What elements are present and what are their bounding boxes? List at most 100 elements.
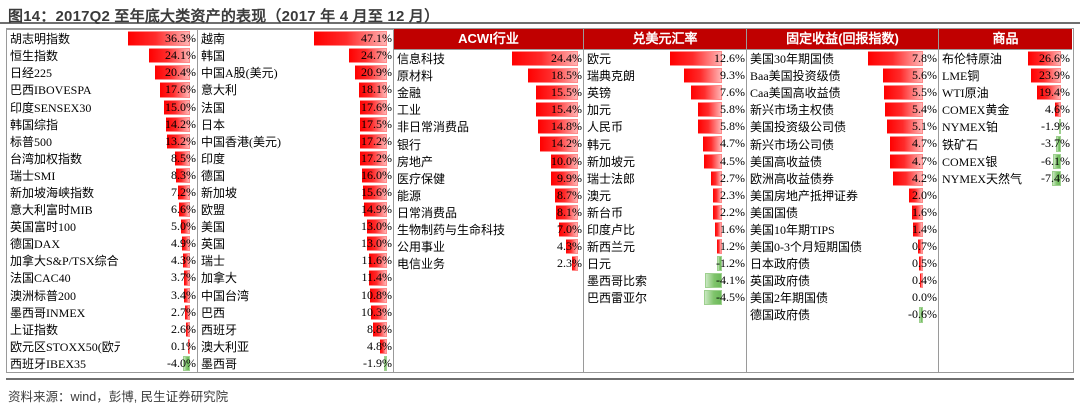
positive-bar bbox=[181, 236, 190, 252]
table-row: 英镑 7.6% bbox=[584, 84, 746, 101]
column-header: MSCI权益 bbox=[198, 29, 393, 31]
value-label: 18.1% bbox=[361, 82, 392, 97]
asset-name: 原材料 bbox=[397, 69, 434, 84]
positive-bar bbox=[1031, 68, 1061, 84]
column-rows: 信息科技 24.4% 原材料 18.5% 金融 15.5% 工业 15.4% 非日常消费品 14.… bbox=[394, 50, 583, 372]
asset-name: 巴西 bbox=[201, 305, 226, 320]
asset-name: 公用事业 bbox=[397, 240, 446, 255]
negative-bar bbox=[703, 290, 722, 306]
bar-zone: 17.2% bbox=[308, 150, 393, 167]
asset-name: 英国 bbox=[201, 237, 226, 252]
table-row: 日本 17.5% bbox=[198, 116, 393, 133]
table-row: 欧盟 14.9% bbox=[198, 201, 393, 218]
bar-zone: 13.0% bbox=[308, 235, 393, 252]
bar-zone: 1.6% bbox=[662, 221, 746, 238]
asset-name: 美国房地产抵押证券 bbox=[750, 188, 859, 203]
table-row: 韩国综指 14.2% bbox=[7, 116, 197, 133]
asset-name: 中国台湾 bbox=[201, 288, 250, 303]
asset-name: 加元 bbox=[587, 103, 612, 118]
bar-zone: 4.3% bbox=[507, 238, 583, 255]
bar-zone: 2.2% bbox=[662, 204, 746, 221]
value-label: -7.4% bbox=[1041, 170, 1070, 185]
bar-zone: 4.8% bbox=[308, 338, 393, 355]
table-row: 中国台湾 10.8% bbox=[198, 287, 393, 304]
asset-name: 新加坡元 bbox=[587, 154, 636, 169]
table-row: 墨西哥 -1.9% bbox=[198, 355, 393, 372]
table-row: 中国A股(美元) 20.9% bbox=[198, 64, 393, 81]
bar-zone: 17.6% bbox=[120, 81, 197, 98]
value-label: 5.8% bbox=[720, 102, 745, 117]
table-row: 美国 13.0% bbox=[198, 218, 393, 235]
table-row: 巴西雷亚尔 -4.5% bbox=[584, 289, 746, 306]
positive-bar bbox=[670, 51, 722, 67]
table-row: 越南 47.1% bbox=[198, 30, 393, 47]
asset-name: 印度卢比 bbox=[587, 222, 636, 237]
bar-zone: 1.4% bbox=[862, 221, 938, 238]
table-row: 巴西IBOVESPA 17.6% bbox=[7, 81, 197, 98]
asset-name: 日本 bbox=[201, 117, 226, 132]
negative-bar bbox=[705, 273, 722, 289]
value-label: 4.9% bbox=[171, 236, 196, 251]
asset-name: 美国10年期TIPS bbox=[750, 222, 835, 237]
negative-bar bbox=[1051, 170, 1061, 186]
bar-zone: 4.6% bbox=[1024, 101, 1072, 118]
asset-name: 德国DAX bbox=[10, 237, 60, 252]
positive-bar bbox=[702, 136, 722, 152]
value-label: 5.0% bbox=[171, 219, 196, 234]
positive-bar bbox=[181, 219, 190, 235]
asset-name: 越南 bbox=[201, 32, 226, 47]
bar-zone: -1.9% bbox=[308, 355, 393, 372]
table-row: 恒生指数 24.1% bbox=[7, 47, 197, 64]
value-label: -1.2% bbox=[716, 256, 745, 271]
positive-bar bbox=[1036, 85, 1061, 101]
value-label: 4.2% bbox=[912, 170, 937, 185]
value-label: 1.6% bbox=[720, 221, 745, 236]
positive-bar bbox=[710, 170, 722, 186]
bar-zone: 6.6% bbox=[120, 201, 197, 218]
positive-bar bbox=[183, 270, 190, 286]
value-label: 6.6% bbox=[171, 202, 196, 217]
bar-zone: 7.8% bbox=[862, 50, 938, 67]
table-row: 美国房地产抵押证券 2.0% bbox=[747, 187, 938, 204]
bar-zone: 8.1% bbox=[507, 204, 583, 221]
value-label: 0.0% bbox=[912, 290, 937, 305]
bar-zone: 14.2% bbox=[507, 135, 583, 152]
value-label: 9.9% bbox=[557, 170, 582, 185]
positive-bar bbox=[165, 116, 190, 132]
table-row: 瑞士法郎 2.7% bbox=[584, 170, 746, 187]
asset-name: 德国政府债 bbox=[750, 308, 811, 323]
bar-zone: 2.6% bbox=[120, 321, 197, 338]
positive-bar bbox=[369, 253, 387, 269]
asset-name: 日本政府债 bbox=[750, 257, 811, 272]
value-label: 10.8% bbox=[361, 287, 392, 302]
positive-bar bbox=[690, 85, 722, 101]
bar-zone: -1.9% bbox=[1024, 118, 1072, 135]
bar-zone: 0.0% bbox=[862, 289, 938, 306]
bar-zone: 5.5% bbox=[862, 84, 938, 101]
bar-zone: 7.2% bbox=[120, 184, 197, 201]
value-label: 20.4% bbox=[165, 65, 196, 80]
value-label: 0.5% bbox=[912, 256, 937, 271]
bar-zone: -4.5% bbox=[662, 289, 746, 306]
value-label: 10.3% bbox=[361, 304, 392, 319]
asset-name: 人民币 bbox=[587, 120, 624, 135]
value-label: 24.4% bbox=[551, 51, 582, 65]
bar-zone: -0.6% bbox=[862, 306, 938, 323]
positive-bar bbox=[703, 153, 722, 169]
bar-zone: 8.5% bbox=[120, 150, 197, 167]
table-row: 布伦特原油 26.6% bbox=[939, 50, 1072, 67]
positive-bar bbox=[911, 204, 923, 220]
table-row: 法国 17.6% bbox=[198, 99, 393, 116]
table-row: 金融 15.5% bbox=[394, 84, 583, 101]
value-label: -0.6% bbox=[908, 307, 937, 322]
positive-bar bbox=[360, 150, 387, 166]
column-header: ACWI行业 bbox=[394, 29, 583, 50]
positive-bar bbox=[889, 136, 923, 152]
bar-zone: 23.9% bbox=[1024, 67, 1072, 84]
table-row: 巴西 10.3% bbox=[198, 304, 393, 321]
value-label: 2.0% bbox=[912, 187, 937, 202]
asset-name: COMEX银 bbox=[942, 154, 998, 169]
positive-bar bbox=[359, 116, 387, 132]
asset-name: 印度SENSEX30 bbox=[10, 100, 92, 115]
